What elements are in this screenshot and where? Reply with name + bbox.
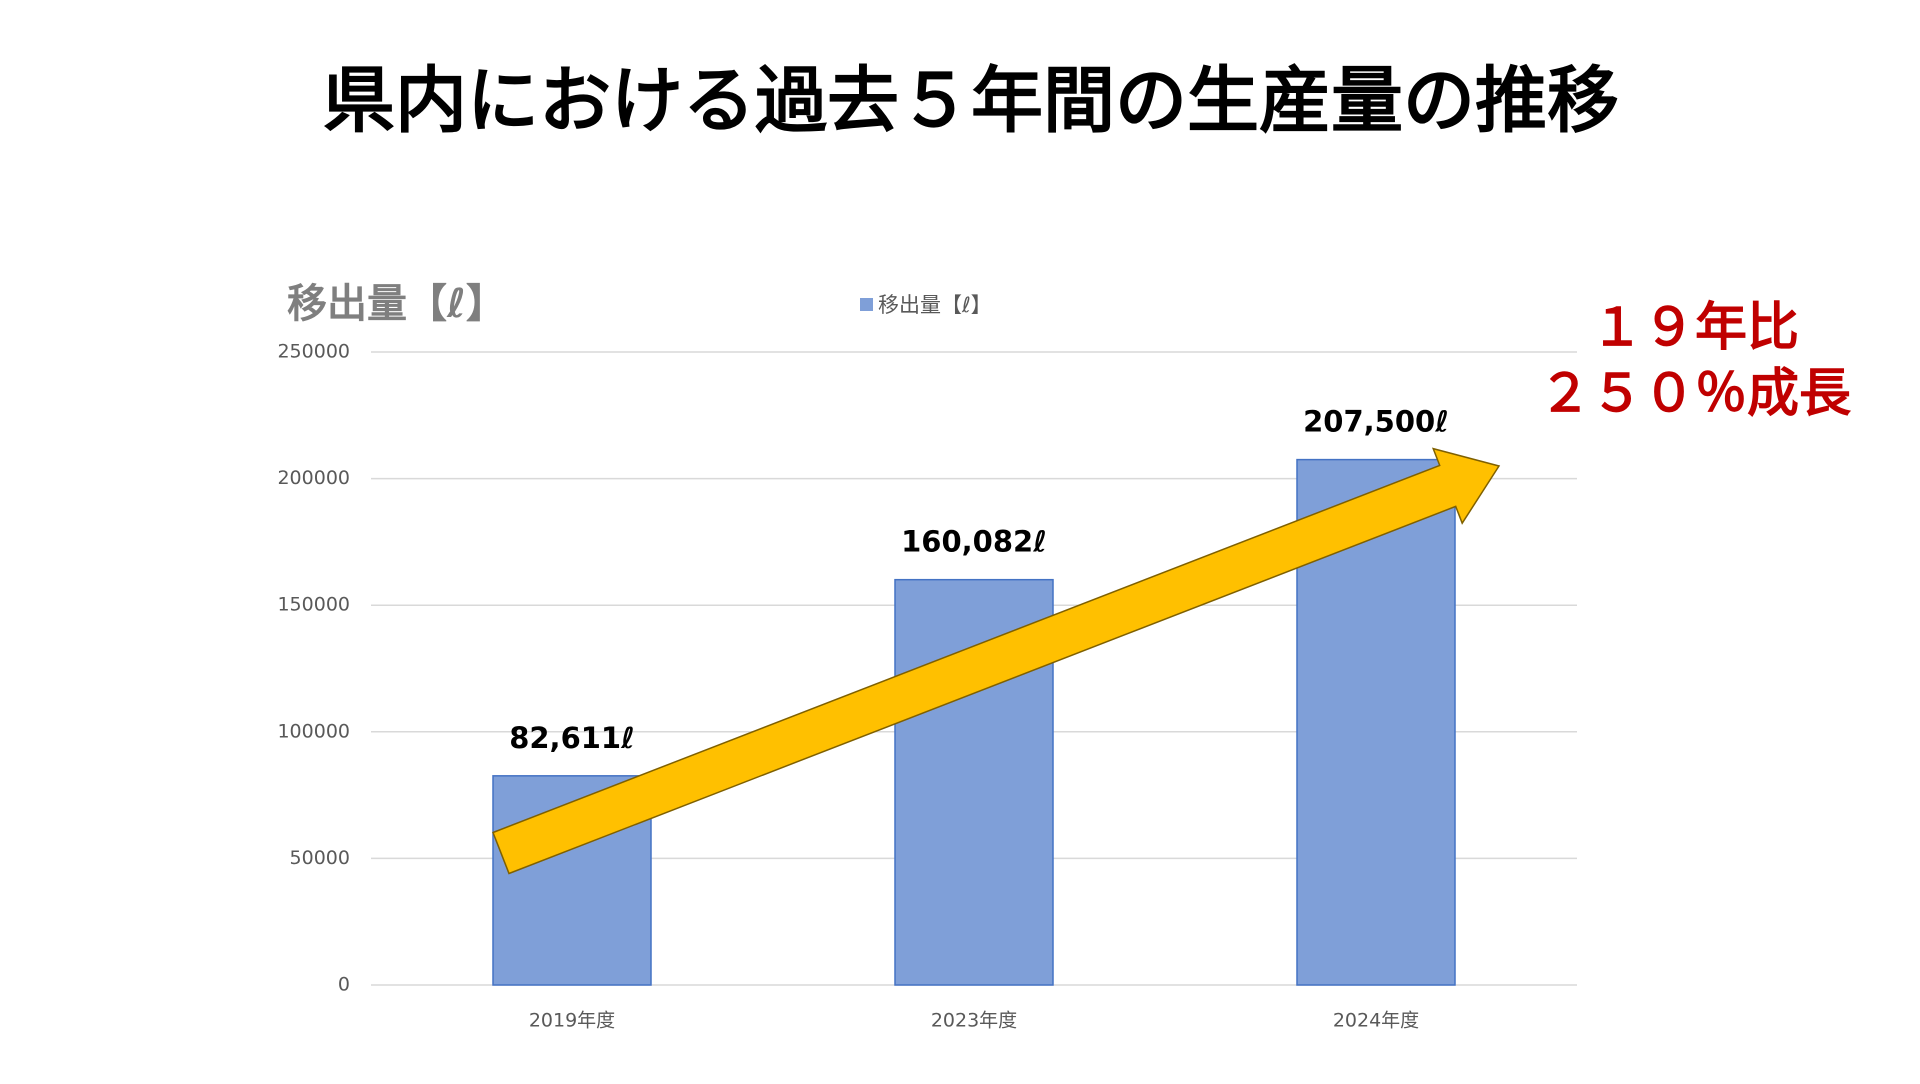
x-tick-label: 2024年度 xyxy=(1333,1010,1419,1032)
y-tick-label: 100000 xyxy=(277,720,350,742)
annotation-line: １９年比 xyxy=(1591,298,1799,358)
annotation-line: ２５０％成長 xyxy=(1539,364,1852,424)
x-tick-label: 2019年度 xyxy=(529,1010,615,1032)
y-axis-label: 移出量【ℓ】 xyxy=(287,281,506,327)
legend-label: 移出量【ℓ】 xyxy=(878,293,992,317)
x-tick-label: 2023年度 xyxy=(931,1010,1017,1032)
y-tick-label: 200000 xyxy=(277,467,350,489)
trend-arrow xyxy=(492,447,1501,875)
y-tick-label: 50000 xyxy=(290,847,350,869)
plot-area: 0 50000 100000 150000 200000 250000 移出量【ℓ】 2019… xyxy=(277,293,1577,1032)
y-tick-label: 0 xyxy=(338,974,350,996)
data-label: 82,611ℓ xyxy=(509,721,635,755)
slide-title: 県内における過去５年間の生産量の推移 xyxy=(323,59,1619,143)
data-label: 160,082ℓ xyxy=(901,525,1047,559)
data-label: 207,500ℓ xyxy=(1303,405,1449,439)
y-tick-label: 150000 xyxy=(277,594,350,616)
y-tick-label: 250000 xyxy=(277,341,350,363)
legend-swatch xyxy=(860,298,873,311)
